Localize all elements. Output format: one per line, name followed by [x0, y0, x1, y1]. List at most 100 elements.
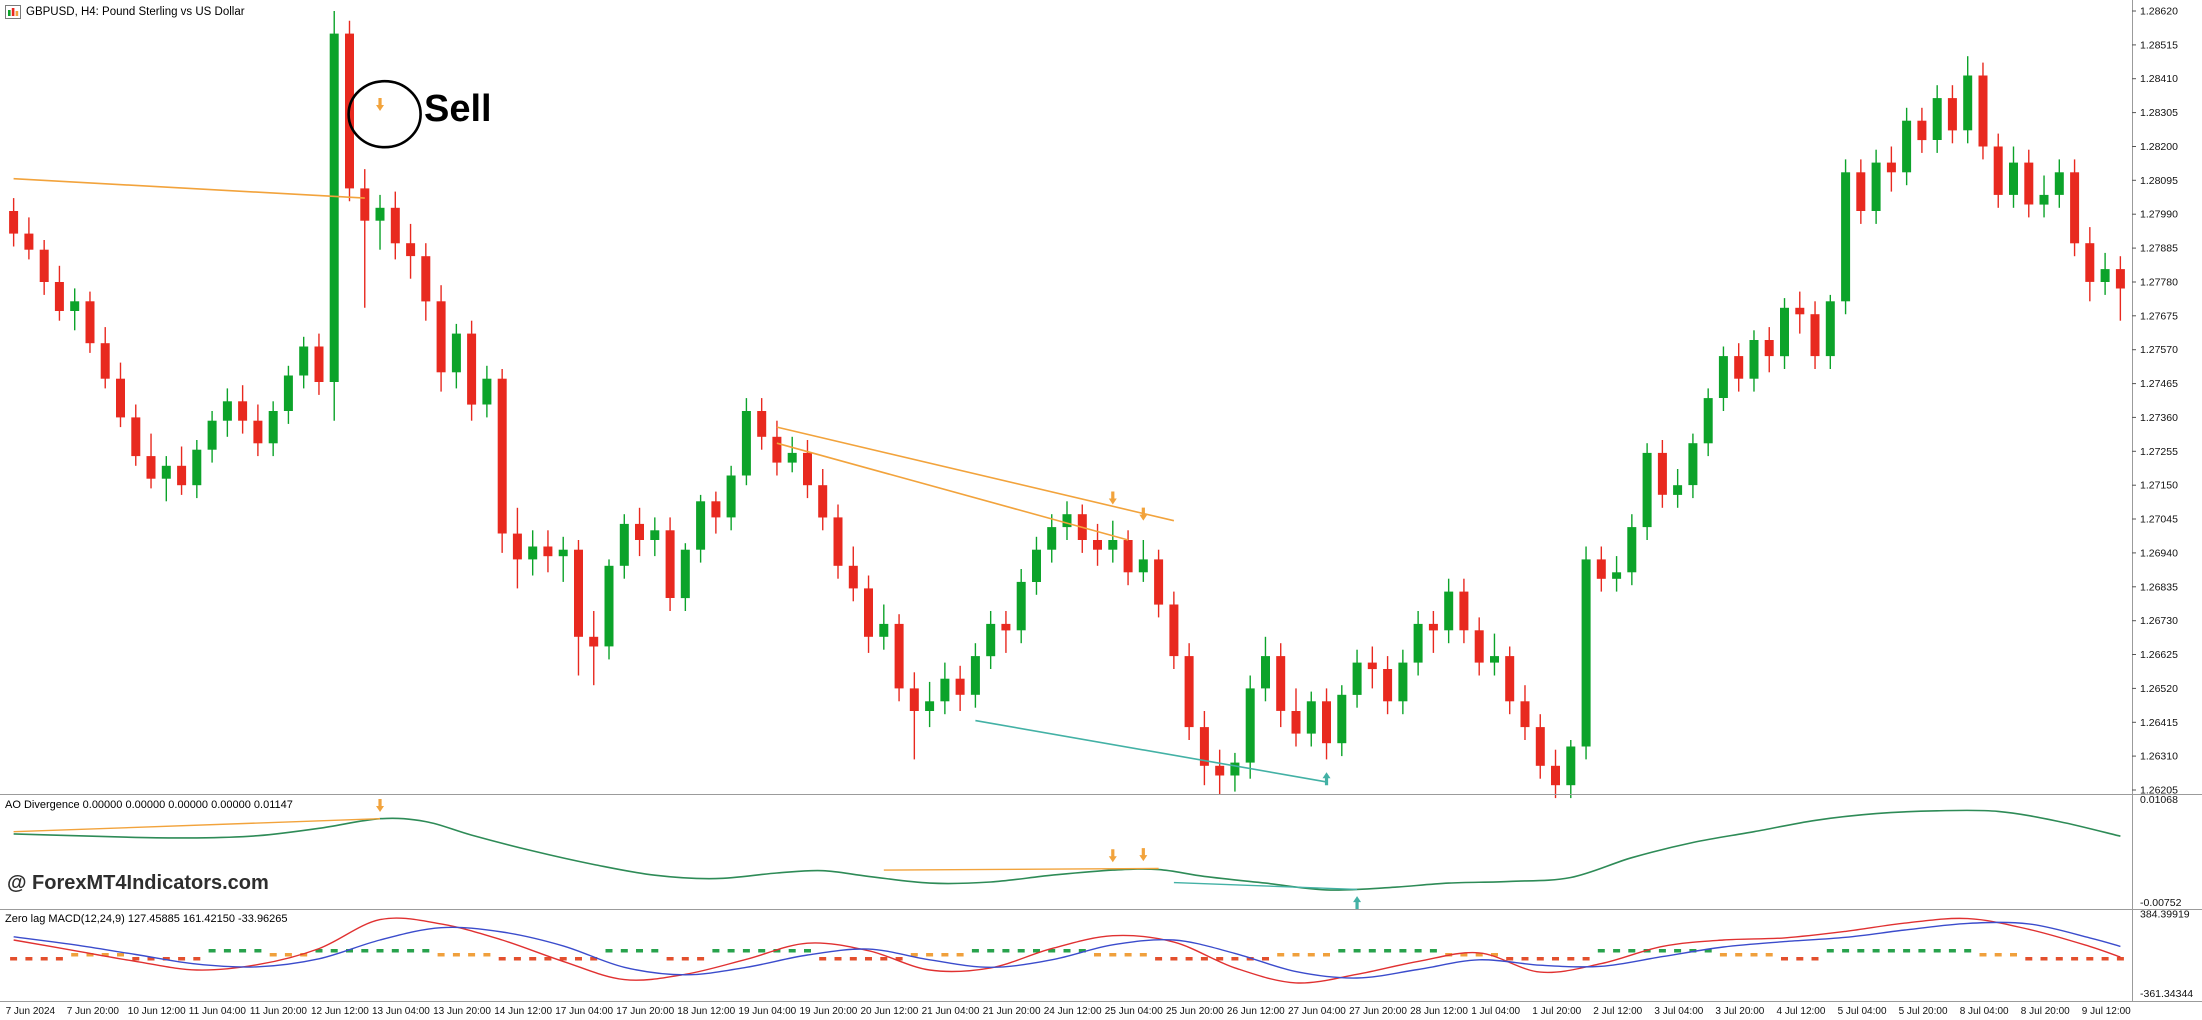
candle-body: [1138, 559, 1148, 573]
time-tick-label: 19 Jun 20:00: [800, 1006, 858, 1017]
candle-body: [1291, 711, 1301, 734]
signal-arrow-up[interactable]: [1322, 772, 1331, 786]
trendline[interactable]: [776, 426, 1175, 522]
price-tick-label: 1.28620: [2140, 6, 2178, 18]
macd-histogram-dash: [1948, 949, 1956, 953]
macd-histogram-dash: [1231, 957, 1239, 961]
price-tick-label: 1.26835: [2140, 581, 2178, 593]
candle: [1917, 107, 1927, 153]
candle: [1810, 301, 1820, 369]
candle: [1199, 711, 1209, 786]
macd-histogram-dash: [758, 949, 766, 953]
candle-body: [1413, 623, 1423, 663]
macd-histogram-dash: [1048, 949, 1056, 953]
price-tick-label: 1.26730: [2140, 615, 2178, 627]
candle: [207, 411, 217, 463]
macd-histogram-dash: [25, 957, 33, 961]
candle: [1688, 433, 1698, 499]
candle: [436, 285, 446, 392]
ao-trendline[interactable]: [883, 867, 1159, 871]
time-tick-label: 27 Jun 04:00: [1288, 1006, 1346, 1017]
candle-body: [1245, 688, 1255, 763]
macd-histogram-dash: [452, 953, 460, 957]
macd-histogram-dash: [1933, 949, 1941, 953]
signal-arrow-down[interactable]: [376, 97, 385, 111]
candle: [772, 420, 782, 476]
candle-body: [1032, 549, 1041, 582]
price-tick-label: 1.27045: [2140, 514, 2178, 526]
macd-histogram-dash: [1964, 949, 1972, 953]
macd-histogram-dash: [1185, 957, 1193, 961]
candle-body: [543, 546, 553, 557]
price-axis[interactable]: 1.28620 1.28515 1.28410 1.28305 1.28200 1.280…: [2132, 6, 2193, 1001]
macd-histogram-dash: [269, 953, 277, 957]
macd-histogram-dash: [483, 953, 491, 957]
macd-histogram-dash: [636, 949, 643, 953]
candle: [1428, 611, 1438, 653]
candle-body: [1566, 746, 1576, 786]
candle: [1383, 656, 1393, 715]
candle: [925, 681, 935, 728]
candle-body: [909, 688, 919, 711]
macd-histogram-dash: [605, 949, 613, 953]
ao-signal-arrow-down[interactable]: [376, 798, 385, 812]
ao-signal-arrow-down[interactable]: [1108, 849, 1117, 863]
candle: [24, 217, 34, 260]
macd-histogram-dash: [1475, 953, 1483, 957]
macd-histogram-dash: [437, 953, 445, 957]
macd-histogram-dash: [819, 957, 827, 961]
macd-histogram-dash: [1109, 953, 1117, 957]
chart-icon: [5, 5, 21, 19]
macd-histogram-dash: [468, 953, 476, 957]
ao-signal-arrow-up[interactable]: [1353, 896, 1362, 910]
candle: [955, 665, 965, 711]
candle: [192, 440, 202, 499]
candle: [1154, 549, 1164, 618]
candle-body: [1383, 669, 1393, 702]
macd-histogram-dash: [2010, 953, 2017, 957]
candle: [558, 536, 568, 582]
candle: [85, 291, 95, 353]
time-tick-label: 21 Jun 04:00: [922, 1006, 980, 1017]
time-tick-label: 10 Jun 12:00: [128, 1006, 186, 1017]
candle-body: [2039, 194, 2049, 205]
candle: [848, 546, 858, 602]
candle: [1352, 649, 1362, 708]
candle-body: [1871, 162, 1881, 211]
macd-histogram-dash: [926, 953, 934, 957]
candle-body: [238, 401, 248, 421]
candle: [100, 327, 110, 389]
trendline[interactable]: [13, 177, 365, 199]
signal-arrow-down[interactable]: [1139, 507, 1148, 521]
macd-histogram-dash: [1628, 949, 1636, 953]
macd-histogram-dash: [2116, 957, 2124, 961]
sell-circle[interactable]: [347, 79, 422, 149]
candle-body: [1917, 120, 1927, 141]
macd-histogram-dash: [2086, 957, 2094, 961]
candle: [253, 404, 263, 457]
candle-body: [986, 623, 996, 657]
candle-body: [1108, 540, 1118, 550]
ao-signal-arrow-down[interactable]: [1139, 848, 1148, 862]
ao-trendline[interactable]: [13, 818, 381, 833]
time-tick-label: 7 Jun 2024: [6, 1006, 56, 1017]
trendline[interactable]: [975, 719, 1327, 783]
candle-body: [1764, 340, 1774, 357]
candle: [1245, 675, 1255, 779]
time-tick-label: 19 Jun 04:00: [738, 1006, 796, 1017]
macd-indicator-label: Zero lag MACD(12,24,9) 127.45885 161.421…: [5, 913, 288, 925]
candle-body: [1535, 727, 1545, 766]
price-tick-label: 1.28305: [2140, 107, 2178, 119]
macd-histogram-dash: [10, 957, 18, 961]
candle: [1398, 649, 1408, 715]
time-axis[interactable]: 7 Jun 2024 7 Jun 20:00 10 Jun 12:00 11 Jun …: [6, 1006, 2132, 1017]
ao-trendline[interactable]: [1173, 881, 1358, 891]
macd-histogram-dash: [1811, 957, 1819, 961]
signal-arrow-down[interactable]: [1108, 491, 1117, 505]
trendline[interactable]: [776, 442, 1129, 541]
macd-histogram-dash: [1414, 949, 1422, 953]
price-tick-label: 1.28515: [2140, 39, 2178, 51]
macd-histogram-dash: [941, 953, 949, 957]
candle: [299, 336, 309, 389]
